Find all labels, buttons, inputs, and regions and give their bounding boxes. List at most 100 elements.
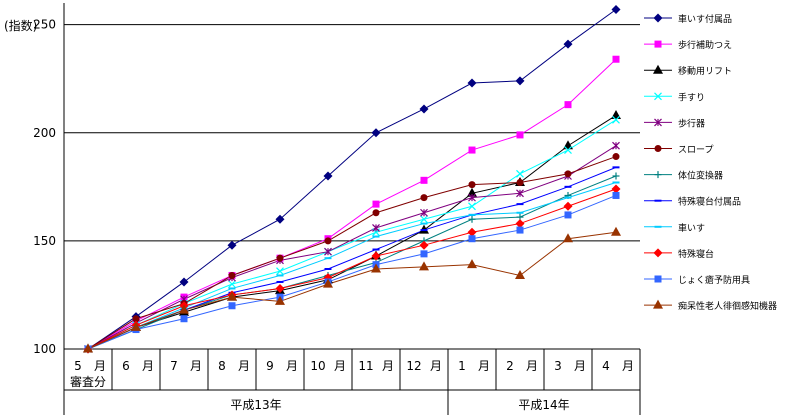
legend-marker-2 <box>653 64 663 74</box>
data-point-3-4 <box>276 267 284 276</box>
x-tick-unit: 月 <box>334 359 346 373</box>
series-line-11 <box>87 231 617 350</box>
x-tick-unit: 月 <box>574 359 586 373</box>
series-line-8 <box>87 182 617 350</box>
legend-marker-6 <box>654 171 662 179</box>
x-tick-unit: 月 <box>382 359 394 373</box>
data-point-0-2 <box>179 277 189 287</box>
data-point-9-8 <box>467 227 477 237</box>
gridlines <box>64 24 640 242</box>
data-point-11-4 <box>275 295 285 305</box>
data-point-1-11 <box>612 55 620 63</box>
data-point-9-9 <box>515 219 525 229</box>
data-point-5-4 <box>276 254 284 262</box>
legend-marker-1 <box>654 40 662 48</box>
x-tick-unit: 月 <box>478 359 490 373</box>
data-point-0-8 <box>467 78 477 88</box>
data-point-5-1 <box>132 315 140 323</box>
data-point-5-8 <box>468 181 476 189</box>
x-tick-sublabel: 審査分 <box>70 374 106 389</box>
legend-marker-4 <box>654 118 662 127</box>
year-group-label: 平成13年 <box>230 398 281 412</box>
data-point-5-9 <box>516 178 524 186</box>
legend-label-4: 歩行器 <box>678 117 705 129</box>
data-point-10-7 <box>420 250 428 258</box>
data-point-0-3 <box>227 240 237 250</box>
series-line-10 <box>87 194 617 350</box>
legend-label-5: スロープ <box>678 145 713 156</box>
x-tick-label-11: 11 <box>358 359 373 373</box>
data-point-9-4 <box>275 283 285 293</box>
data-point-1-6 <box>372 200 380 208</box>
series-line-9 <box>87 188 617 350</box>
series-markers <box>83 4 621 354</box>
x-tick-label-3: 3 <box>554 359 562 373</box>
legend-label-0: 車いす付属品 <box>678 13 732 25</box>
series-lines <box>87 9 617 350</box>
data-point-3-9 <box>516 169 524 178</box>
x-tick-unit: 月 <box>238 359 250 373</box>
data-point-11-7 <box>419 261 429 271</box>
x-tick-label-5: 5 <box>74 359 82 373</box>
data-point-5-10 <box>564 170 572 178</box>
x-tick-unit: 月 <box>430 359 442 373</box>
legend: 車いす付属品歩行補助つえ移動用リフト手すり歩行器スロープ体位変換器特殊寝台付属品… <box>644 13 777 312</box>
x-tick-unit: 月 <box>622 359 634 373</box>
data-point-5-3 <box>228 271 236 279</box>
data-point-4-9 <box>516 189 524 198</box>
series-line-0 <box>87 9 617 350</box>
data-point-0-7 <box>419 104 429 114</box>
legend-label-7: 特殊寝台付属品 <box>678 196 741 208</box>
data-point-2-10 <box>563 140 573 150</box>
data-point-3-8 <box>468 202 476 211</box>
data-point-9-11 <box>611 184 621 194</box>
data-point-9-7 <box>419 240 429 250</box>
legend-label-10: じょく瘡予防用具 <box>678 274 750 286</box>
data-point-10-9 <box>516 226 524 234</box>
x-tick-unit: 月 <box>142 359 154 373</box>
legend-marker-10 <box>654 275 662 283</box>
data-point-1-10 <box>564 101 572 109</box>
x-tick-label-9: 9 <box>266 359 274 373</box>
x-tick-label-4: 4 <box>602 359 610 373</box>
x-tick-label-10: 10 <box>310 359 325 373</box>
data-point-1-7 <box>420 176 428 184</box>
data-point-5-11 <box>612 153 620 161</box>
data-point-3-7 <box>420 215 428 224</box>
data-point-11-6 <box>371 263 381 273</box>
data-point-0-6 <box>371 128 381 138</box>
x-tick-unit: 月 <box>190 359 202 373</box>
x-tick-label-2: 2 <box>506 359 514 373</box>
legend-marker-11 <box>653 299 663 309</box>
data-point-4-6 <box>372 223 380 232</box>
data-point-11-11 <box>611 226 621 236</box>
data-point-11-5 <box>323 278 333 288</box>
y-tick-label-150: 150 <box>33 234 56 248</box>
legend-label-9: 特殊寝台 <box>678 248 714 260</box>
x-tick-label-12: 12 <box>406 359 421 373</box>
data-point-11-9 <box>515 269 525 279</box>
legend-label-3: 手すり <box>678 91 705 103</box>
axes: (指数) <box>4 3 65 349</box>
data-point-10-10 <box>564 211 572 219</box>
x-tick-unit: 月 <box>526 359 538 373</box>
y-tick-label-200: 200 <box>33 126 56 140</box>
data-point-9-10 <box>563 201 573 211</box>
data-point-10-3 <box>228 302 236 310</box>
series-line-7 <box>87 166 617 350</box>
data-point-11-3 <box>227 291 237 301</box>
series-line-1 <box>87 58 617 350</box>
legend-label-11: 痴呆性老人徘徊感知機器 <box>678 300 777 312</box>
x-tick-unit: 月 <box>94 359 106 373</box>
legend-label-8: 車いす <box>678 222 705 234</box>
data-point-11-1 <box>131 321 141 331</box>
data-point-5-5 <box>324 237 332 245</box>
data-point-11-8 <box>467 259 477 269</box>
data-point-0-11 <box>611 4 621 14</box>
data-point-6-8 <box>468 215 476 223</box>
series-line-5 <box>87 156 617 350</box>
x-tick-label-8: 8 <box>218 359 226 373</box>
data-point-3-11 <box>612 115 620 124</box>
